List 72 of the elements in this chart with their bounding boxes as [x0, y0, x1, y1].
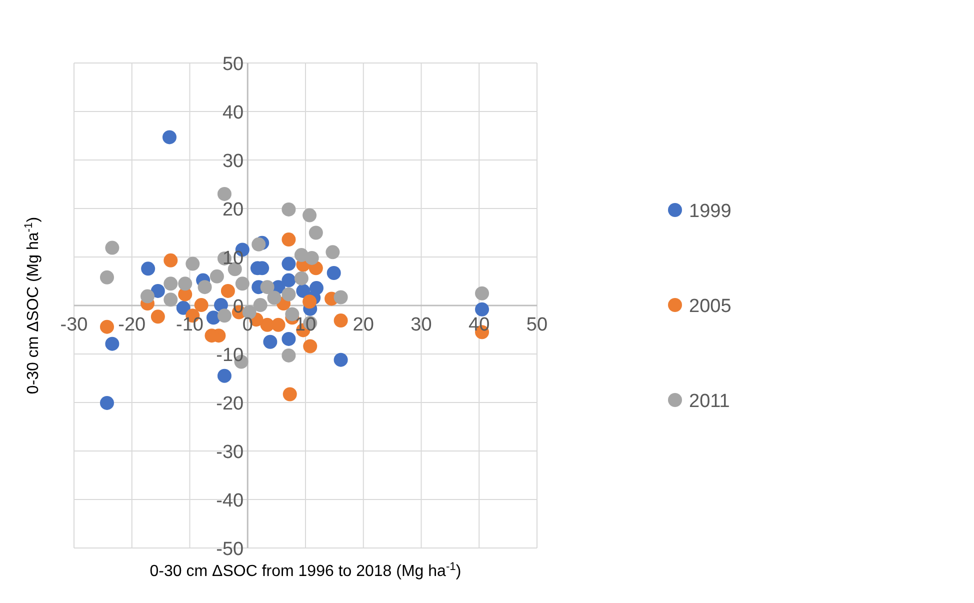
point [217, 186, 232, 201]
y-tick-label: 50 [222, 54, 244, 75]
x-tick-label: 50 [526, 314, 548, 336]
point [150, 310, 165, 324]
point [282, 287, 296, 302]
y-tick-label: 20 [222, 200, 244, 220]
point [302, 294, 317, 309]
point [260, 280, 274, 294]
point [164, 292, 178, 307]
point [105, 240, 120, 255]
x-tick-label: -30 [60, 314, 88, 336]
point [100, 396, 114, 410]
point [296, 284, 310, 298]
point [326, 245, 340, 260]
point [253, 298, 268, 312]
point [150, 284, 165, 298]
point [326, 266, 341, 280]
point [302, 208, 317, 222]
point [217, 368, 232, 383]
point [100, 320, 114, 334]
x-tick-label: 30 [410, 314, 432, 336]
point [267, 290, 282, 305]
legend-label: 2005 [689, 296, 732, 317]
y-tick-label: -50 [216, 539, 244, 560]
point [100, 270, 114, 284]
point [141, 262, 156, 276]
y-tick-label: -40 [216, 490, 244, 512]
y-tick-label: 30 [222, 151, 244, 172]
y-tick-label: 10 [222, 248, 244, 269]
point [164, 276, 178, 291]
point [105, 336, 120, 351]
point [282, 387, 297, 402]
point [194, 298, 208, 312]
legend-label: 2011 [689, 391, 730, 412]
point [282, 273, 296, 288]
point [162, 130, 176, 144]
point [263, 334, 278, 349]
point [198, 280, 212, 294]
point [140, 289, 154, 304]
y-tick-label: -30 [216, 442, 244, 463]
point [178, 276, 192, 291]
legend-label: 1999 [689, 201, 732, 222]
point [294, 271, 308, 286]
point [475, 286, 490, 300]
point [303, 339, 318, 354]
point [334, 352, 348, 367]
point [164, 253, 178, 268]
point [334, 314, 348, 328]
x-tick-label: 20 [352, 314, 374, 336]
point [334, 290, 348, 304]
point [282, 332, 296, 346]
point [220, 284, 235, 298]
point [210, 269, 224, 284]
point [271, 318, 286, 332]
point [186, 256, 200, 271]
point [176, 300, 190, 315]
point [304, 250, 319, 265]
y-tick-label: 40 [222, 102, 244, 124]
x-tick-label: -20 [118, 314, 146, 336]
y-tick-label: -10 [216, 345, 244, 366]
y-tick-label: -20 [216, 394, 244, 414]
x-axis-title: 0-30 cm ΔSOC from 1996 to 2018 (Mg ha$^{-1}$) [150, 561, 462, 580]
x-tick-label: -10 [176, 314, 204, 336]
point [282, 256, 296, 271]
point [252, 237, 266, 252]
point [282, 348, 296, 362]
point [308, 226, 323, 240]
point [217, 308, 232, 323]
point [282, 232, 296, 247]
point [475, 302, 490, 316]
point [282, 202, 296, 216]
point [235, 276, 250, 291]
